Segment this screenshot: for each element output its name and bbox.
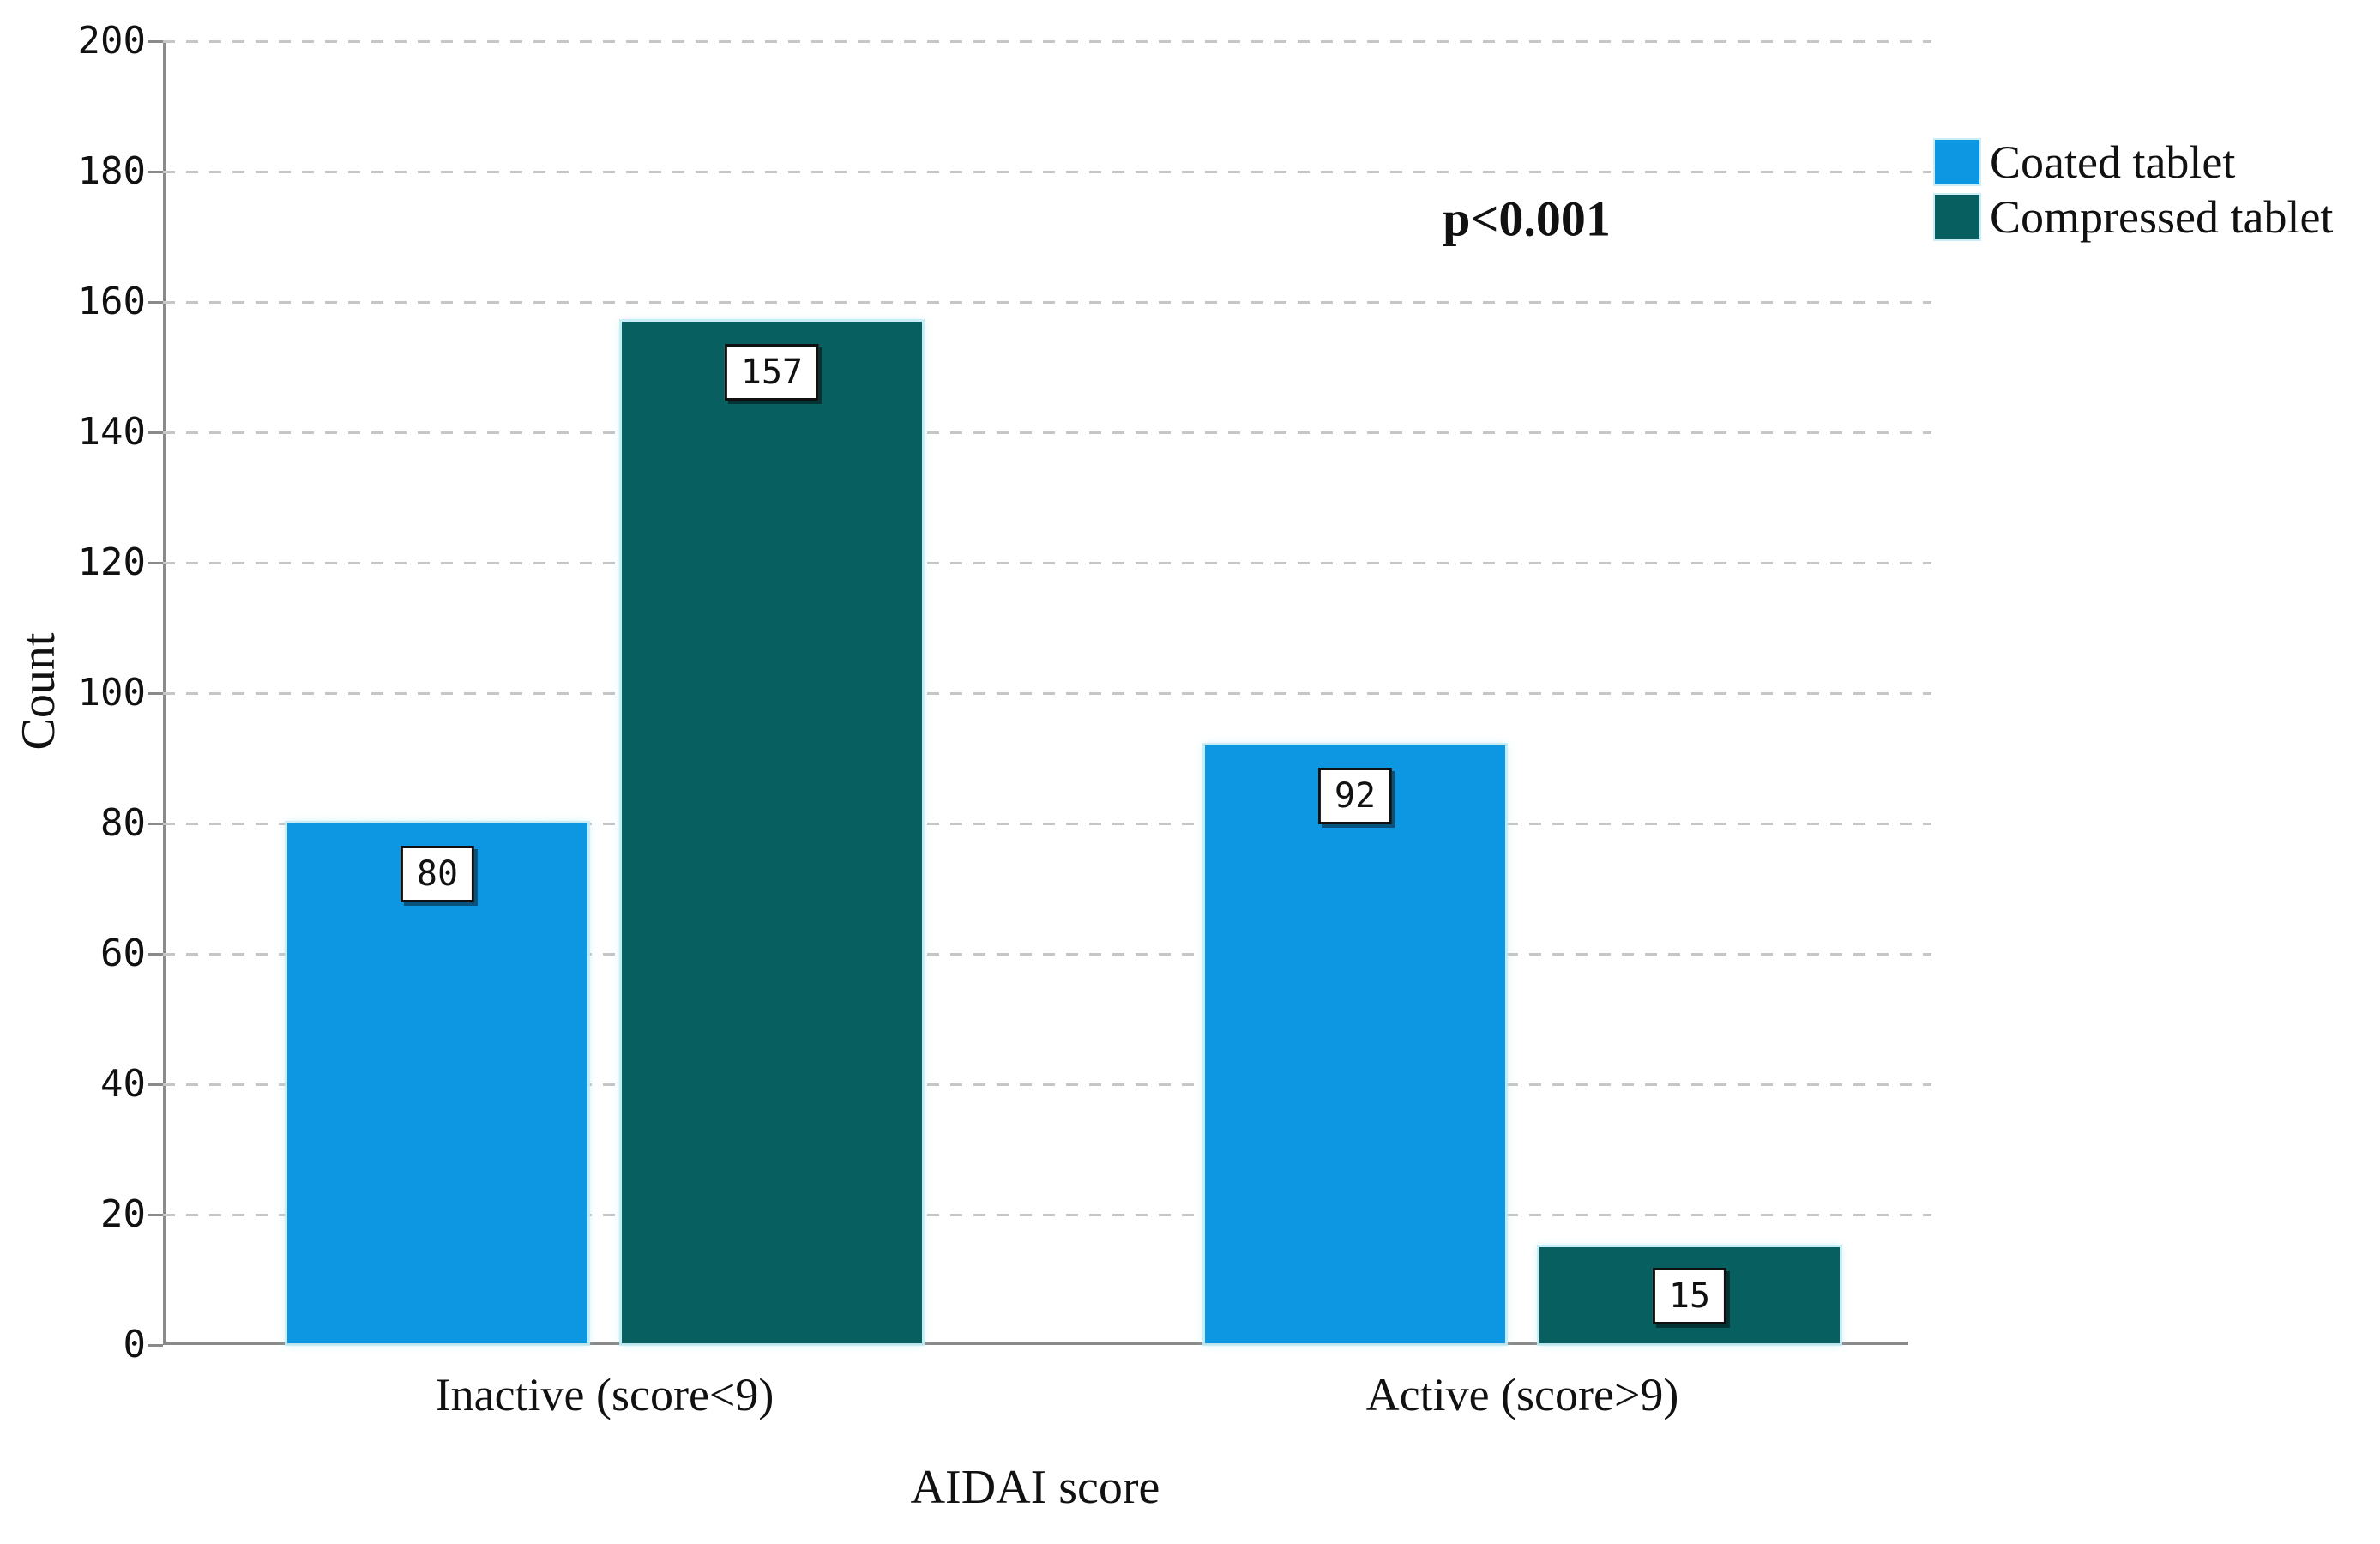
bar-coated-tablet-inactive: [287, 823, 587, 1343]
y-tick-mark: [148, 1214, 163, 1216]
gridline: [163, 953, 1931, 956]
bar-value-label: 15: [1652, 1268, 1727, 1324]
x-category-label: Inactive (score<9): [435, 1369, 774, 1420]
y-tick-label: 160: [77, 280, 146, 323]
y-tick-mark: [148, 692, 163, 695]
y-tick-label: 60: [100, 932, 146, 975]
legend-item-coated: Coated tablet: [1935, 137, 2333, 187]
compressed-tablet-swatch-icon: [1935, 195, 1979, 239]
y-tick-label: 180: [77, 149, 146, 193]
y-tick-mark: [148, 1344, 163, 1347]
coated-tablet-swatch-icon: [1935, 140, 1979, 184]
bar-coated-tablet-active: [1205, 745, 1505, 1343]
y-tick-mark: [148, 1083, 163, 1086]
y-tick-label: 80: [100, 801, 146, 845]
y-tick-mark: [148, 40, 163, 43]
legend-item-compressed: Compressed tablet: [1935, 192, 2333, 242]
legend: Coated tablet Compressed tablet: [1935, 137, 2333, 247]
gridline: [163, 1083, 1931, 1086]
y-tick-mark: [148, 171, 163, 173]
bar-value-label: 80: [400, 846, 475, 902]
legend-label-coated: Coated tablet: [1990, 136, 2236, 188]
y-tick-mark: [148, 301, 163, 304]
y-tick-label: 100: [77, 671, 146, 715]
y-tick-label: 20: [100, 1192, 146, 1236]
y-tick-label: 0: [123, 1323, 147, 1366]
gridline: [163, 562, 1931, 564]
gridline: [163, 692, 1931, 695]
p-value-annotation: p<0.001: [1443, 190, 1611, 247]
bar-value-label: 92: [1317, 767, 1393, 824]
bar-compressed-tablet-inactive: [622, 321, 922, 1343]
y-tick-mark: [148, 431, 163, 434]
y-tick-label: 40: [100, 1062, 146, 1106]
y-tick-label: 120: [77, 540, 146, 584]
y-tick-mark: [148, 953, 163, 956]
gridline: [163, 171, 1931, 173]
y-tick-label: 140: [77, 410, 146, 454]
x-axis-title: AIDAI score: [910, 1461, 1160, 1514]
y-tick-label: 200: [77, 19, 146, 63]
y-tick-mark: [148, 562, 163, 564]
y-tick-mark: [148, 823, 163, 825]
gridline: [163, 1214, 1931, 1216]
x-category-label: Active (score>9): [1365, 1369, 1679, 1420]
bar-value-label: 157: [724, 343, 820, 401]
legend-label-compressed: Compressed tablet: [1990, 191, 2334, 243]
gridline: [163, 823, 1931, 825]
gridline: [163, 431, 1931, 434]
gridline: [163, 40, 1931, 43]
gridline: [163, 301, 1931, 304]
